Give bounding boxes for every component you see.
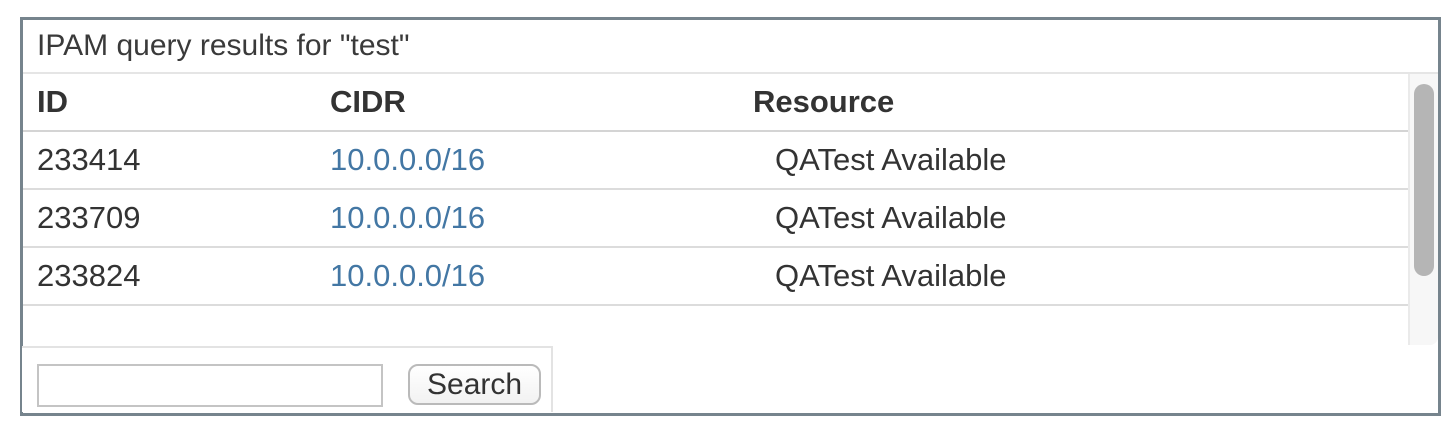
- column-header-resource: Resource: [753, 84, 895, 119]
- table-header-row: ID CIDR Resource: [23, 74, 1408, 132]
- id-cell: 233824: [37, 258, 141, 293]
- id-cell: 233709: [37, 200, 141, 235]
- id-cell: 233414: [37, 142, 141, 177]
- search-form: Search: [22, 346, 553, 412]
- results-table: ID CIDR Resource 233414 10.0.0.0/16 QATe…: [23, 74, 1408, 306]
- search-button[interactable]: Search: [408, 364, 542, 405]
- resource-cell: QATest Available: [775, 258, 1007, 293]
- results-title-bar: IPAM query results for "test": [23, 20, 1438, 74]
- resource-cell: QATest Available: [775, 200, 1007, 235]
- resource-cell: QATest Available: [775, 142, 1007, 177]
- table-row: 233414 10.0.0.0/16 QATest Available: [23, 132, 1408, 190]
- cidr-link[interactable]: 10.0.0.0/16: [330, 258, 486, 293]
- scrollbar-track[interactable]: [1408, 74, 1438, 345]
- table-row: 233709 10.0.0.0/16 QATest Available: [23, 190, 1408, 248]
- results-table-region: ID CIDR Resource 233414 10.0.0.0/16 QATe…: [23, 74, 1438, 345]
- search-input[interactable]: [37, 364, 383, 407]
- column-header-cidr: CIDR: [330, 84, 406, 119]
- table-row: 233824 10.0.0.0/16 QATest Available: [23, 248, 1408, 306]
- cidr-link[interactable]: 10.0.0.0/16: [330, 200, 486, 235]
- column-header-id: ID: [37, 84, 68, 119]
- scrollbar-thumb[interactable]: [1414, 84, 1434, 276]
- cidr-link[interactable]: 10.0.0.0/16: [330, 142, 486, 177]
- results-title: IPAM query results for "test": [37, 29, 410, 62]
